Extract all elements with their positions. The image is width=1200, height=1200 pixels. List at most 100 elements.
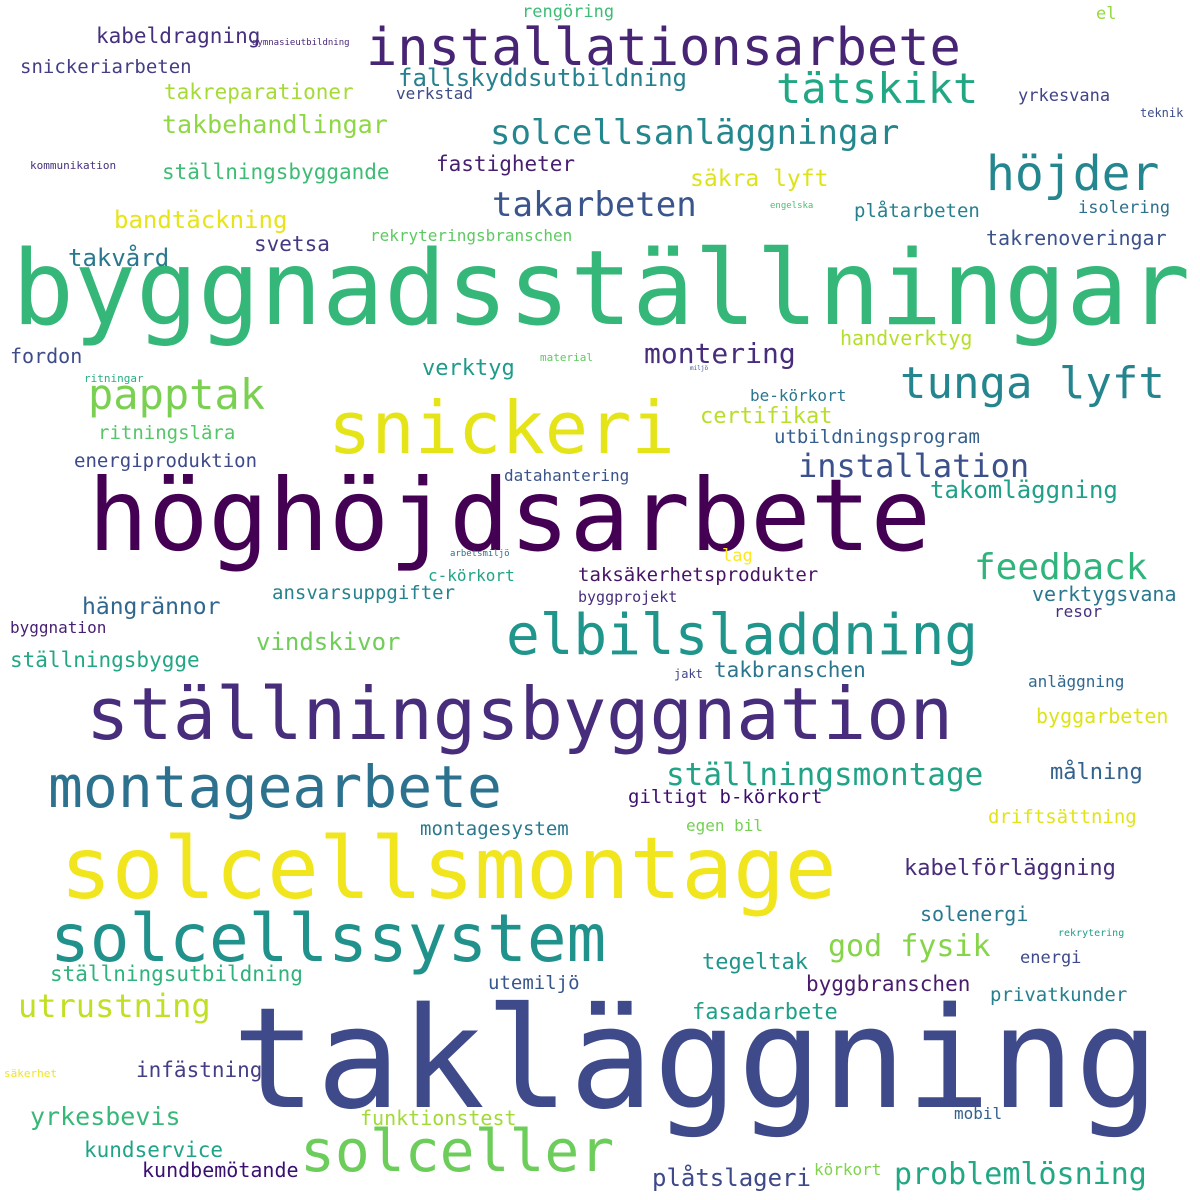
word: tätskikt — [776, 64, 979, 113]
word: lag — [722, 546, 753, 566]
word: solcellsanläggningar — [490, 113, 900, 153]
word: solcellssystem — [50, 900, 607, 977]
word: utemiljö — [488, 972, 580, 994]
word: takläggning — [232, 978, 1160, 1141]
word: isolering — [1078, 198, 1171, 218]
word: fallskyddsutbildning — [398, 64, 687, 92]
word: solcellsmontage — [60, 819, 837, 919]
word: takomläggning — [930, 476, 1118, 504]
word: installationsarbete — [366, 18, 961, 78]
word: hängrännor — [82, 594, 221, 620]
word: montagesystem — [420, 818, 569, 840]
word: vindskivor — [256, 628, 401, 656]
word: energiproduktion — [74, 450, 258, 472]
word: takreparationer — [164, 80, 354, 104]
word: certifikat — [700, 404, 833, 429]
word: verkstad — [396, 84, 474, 103]
word: tunga lyft — [900, 358, 1165, 409]
word: giltigt b-körkort — [628, 786, 823, 808]
word: fordon — [10, 344, 83, 368]
word: material — [540, 351, 593, 364]
word: gymnasieutbildning — [252, 38, 350, 48]
word: jakt — [674, 667, 703, 681]
word: byggbranschen — [806, 972, 971, 996]
word: teknik — [1140, 106, 1184, 120]
word: rengöring — [522, 2, 615, 22]
word: handverktyg — [840, 326, 973, 350]
word: god fysik — [828, 929, 991, 964]
word: målning — [1050, 760, 1143, 785]
word: säkerhet — [4, 1067, 57, 1080]
word: montering — [644, 337, 796, 370]
word: snickeri — [328, 386, 675, 470]
word: rekryteringsbranschen — [370, 226, 573, 245]
word: utbildningsprogram — [774, 426, 980, 448]
word: ritningar — [84, 372, 144, 385]
word: solenergi — [920, 902, 1029, 926]
word: privatkunder — [990, 984, 1128, 1006]
word: byggprojekt — [578, 588, 678, 606]
word: bandtäckning — [114, 206, 288, 234]
word: ställningsbygge — [10, 648, 200, 672]
word: fastigheter — [436, 152, 576, 176]
word: byggnation — [10, 618, 107, 637]
word: plåtarbeten — [854, 200, 980, 222]
word: driftsättning — [988, 806, 1137, 828]
word: papptak — [88, 370, 266, 419]
word: höghöjdsarbete — [88, 457, 931, 574]
word: utrustning — [18, 987, 211, 1025]
word: säkra lyft — [690, 166, 829, 192]
word: taksäkerhetsprodukter — [578, 564, 819, 586]
word: takbranschen — [714, 658, 866, 682]
word: ritningslära — [98, 422, 236, 444]
word: fasadarbete — [692, 1000, 838, 1025]
word: kabelförläggning — [904, 856, 1116, 881]
word: ansvarsuppgifter — [272, 582, 456, 604]
word: ställningsbyggande — [162, 160, 390, 184]
word: ställningsmontage — [666, 757, 984, 793]
word: kommunikation — [30, 159, 117, 172]
word: installation — [798, 447, 1030, 485]
word: svetsa — [254, 232, 330, 256]
word: takrenoveringar — [986, 226, 1167, 250]
word: miljö — [690, 365, 709, 372]
word: kabeldragning — [96, 24, 261, 48]
word: takbehandlingar — [162, 110, 388, 139]
word: c-körkort — [428, 566, 515, 585]
word: yrkesvana — [1018, 86, 1111, 106]
word: yrkesbevis — [30, 1102, 181, 1131]
word: datahantering — [504, 466, 630, 485]
word: kundservice — [84, 1138, 224, 1162]
word: snickeriarbeten — [20, 56, 192, 78]
word: mobil — [954, 1104, 1003, 1123]
word: solceller — [300, 1117, 615, 1185]
word: tegeltak — [702, 950, 808, 975]
word: plåtslageri — [652, 1164, 811, 1192]
word: byggnadsställningar — [12, 229, 1191, 349]
word: byggarbeten — [1036, 704, 1169, 728]
word: kundbemötande — [142, 1158, 299, 1182]
word: takvård — [68, 244, 170, 272]
word: verktygsvana — [1032, 582, 1177, 606]
word: takarbeten — [492, 185, 697, 225]
word: ställningsbyggnation — [86, 672, 953, 756]
word: be-körkort — [750, 386, 847, 405]
word: funktionstest — [360, 1106, 517, 1130]
word: anläggning — [1028, 672, 1125, 691]
word: montagearbete — [48, 753, 502, 821]
word: energi — [1020, 948, 1082, 968]
word: engelska — [770, 201, 814, 211]
word: problemlösning — [894, 1157, 1147, 1192]
word: feedback — [974, 547, 1148, 588]
word: arbetsmiljö — [450, 549, 510, 559]
word: elbilsladdning — [506, 603, 979, 668]
word: infästning — [136, 1058, 263, 1082]
word: rekrytering — [1058, 928, 1125, 939]
word: el — [1096, 4, 1117, 24]
word: resor — [1054, 602, 1103, 621]
word: ställningsutbildning — [50, 962, 303, 986]
word: egen bil — [686, 816, 764, 835]
word: körkort — [814, 1160, 882, 1179]
word: verktyg — [422, 356, 515, 381]
